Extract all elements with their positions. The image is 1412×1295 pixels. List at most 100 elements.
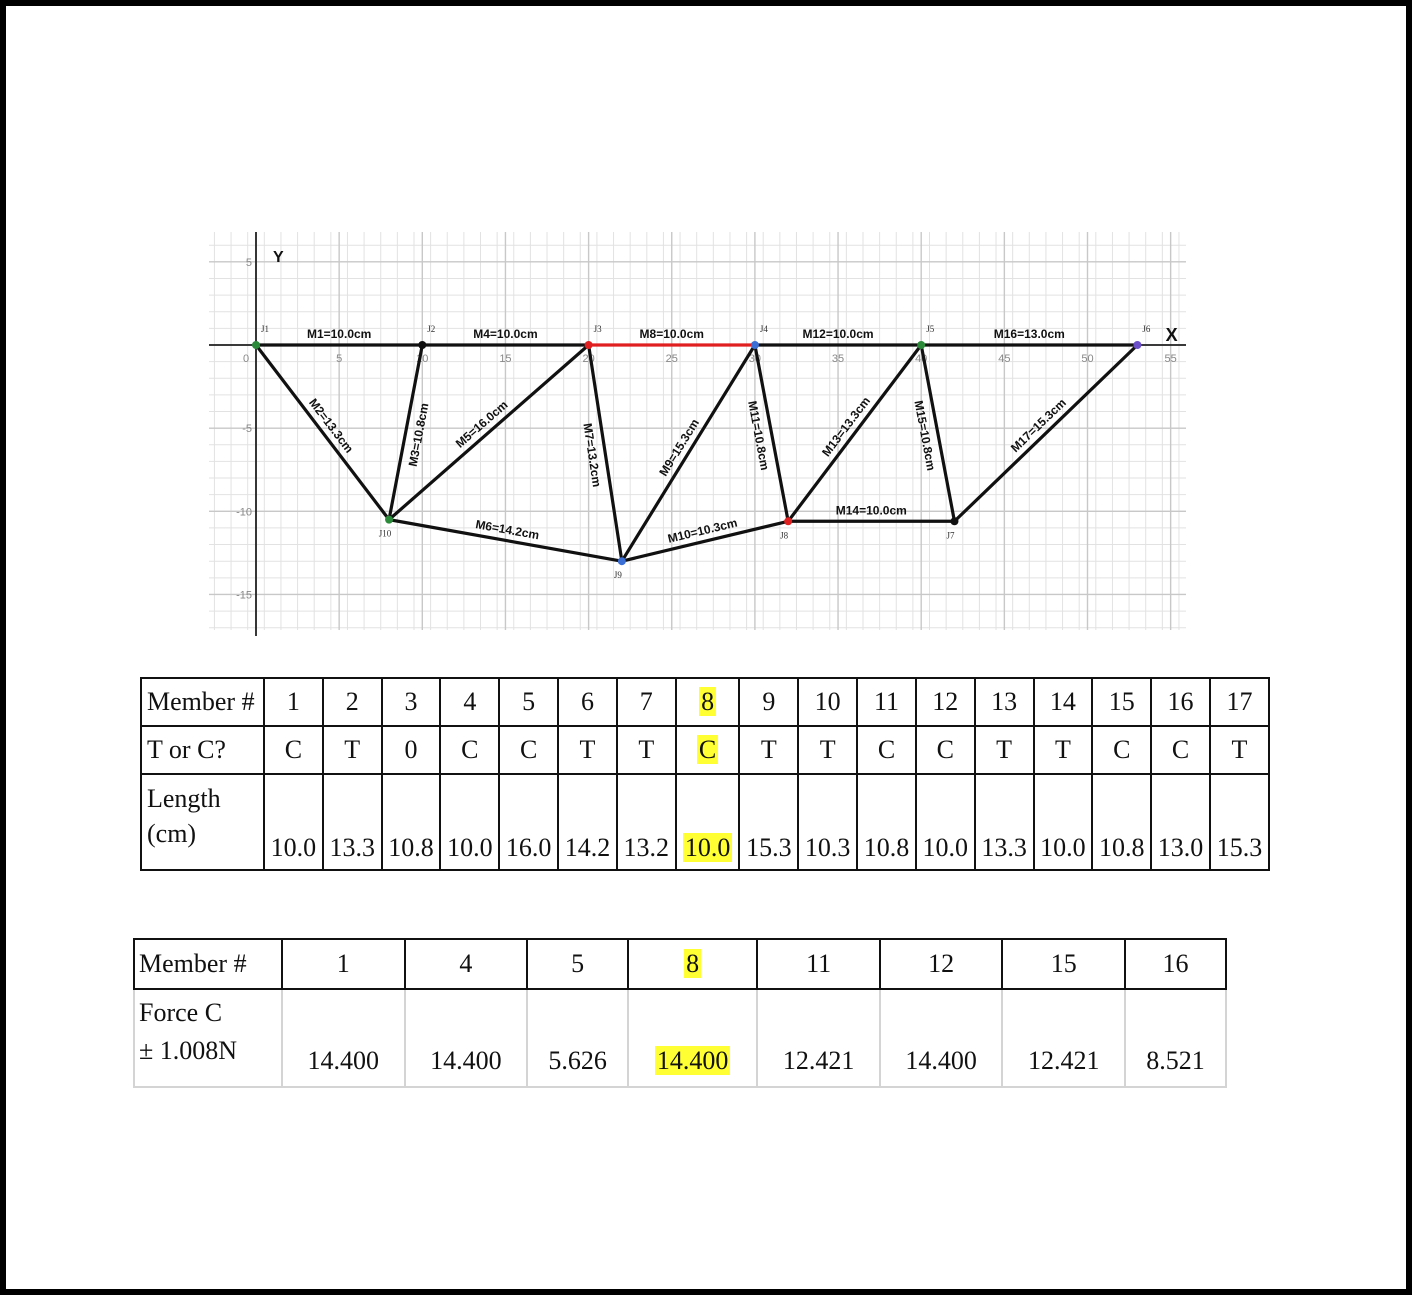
member-number-cell: 1 bbox=[263, 677, 324, 727]
length-cell: 15.3 bbox=[738, 773, 800, 871]
joint-label: J4 bbox=[760, 324, 769, 334]
member-number-cell: 13 bbox=[973, 677, 1035, 727]
joint-marker bbox=[1133, 341, 1142, 349]
member-label: M1=10.0cm bbox=[307, 327, 371, 341]
tension-compression-cell: C bbox=[498, 725, 560, 775]
length-cell-highlight: 10.0 bbox=[682, 833, 733, 862]
length-cell: 10.0 bbox=[914, 773, 976, 871]
length-row: Length (cm) 10.0 13.3 10.8 10.0 16.0 14.2 13.2 1… bbox=[140, 773, 1271, 871]
truss-member bbox=[387, 518, 624, 563]
joint-marker bbox=[750, 341, 759, 349]
length-cell: 10.3 bbox=[797, 773, 859, 871]
joint-label: J10 bbox=[379, 529, 392, 539]
force-member-number-cell: 4 bbox=[403, 938, 529, 990]
force-member-number-row: Member # 1 4 5 8 11 12 15 16 bbox=[133, 938, 1227, 990]
force-value-cell: 5.626 bbox=[526, 988, 630, 1088]
length-cell: 13.3 bbox=[973, 773, 1035, 871]
tension-compression-cell: T bbox=[1032, 725, 1094, 775]
tension-compression-cell: T bbox=[557, 725, 618, 775]
force-value-cell: 12.421 bbox=[756, 988, 881, 1088]
joint-marker bbox=[418, 341, 427, 349]
member-number-cell: 5 bbox=[498, 677, 560, 727]
x-tick-label: 25 bbox=[666, 353, 678, 365]
force-value-cell-highlight: 14.400 bbox=[654, 1046, 731, 1075]
truss-member bbox=[387, 343, 424, 522]
member-number-cell: 6 bbox=[557, 677, 618, 727]
x-tick-label: 50 bbox=[1081, 353, 1093, 365]
y-tick-label: 5 bbox=[246, 257, 252, 269]
member-number-cell: 7 bbox=[615, 677, 677, 727]
member-label: M8=10.0cm bbox=[640, 327, 704, 341]
member-number-cell: 11 bbox=[856, 677, 917, 727]
member-number-cell: 2 bbox=[321, 677, 383, 727]
member-number-cell-highlight: 8 bbox=[699, 687, 717, 716]
force-header-line1: Force C bbox=[139, 998, 223, 1027]
length-cell: 10.8 bbox=[380, 773, 442, 871]
joint-label: J2 bbox=[427, 324, 435, 334]
truss-member bbox=[753, 343, 790, 523]
member-number-cell: 8 bbox=[674, 677, 741, 727]
force-member-number-cell-highlight: 8 bbox=[684, 949, 702, 978]
length-cell: 10.0 bbox=[674, 773, 741, 871]
tension-compression-cell: C bbox=[1150, 725, 1211, 775]
length-cell: 10.0 bbox=[439, 773, 501, 871]
force-member-number-header: Member # bbox=[133, 938, 283, 990]
joint-marker bbox=[252, 341, 260, 349]
member-label: M16=13.0cm bbox=[994, 327, 1065, 341]
joint-label: J3 bbox=[594, 324, 603, 334]
tension-compression-cell: T bbox=[1208, 725, 1271, 775]
member-number-cell: 12 bbox=[914, 677, 976, 727]
tension-compression-cell: T bbox=[738, 725, 800, 775]
tension-compression-cell: C bbox=[1091, 725, 1153, 775]
length-header-line1: Length bbox=[147, 784, 221, 813]
member-table: Member # 1 2 3 4 5 6 7 8 9 10 11 12 13 14 15 16 17 T or … bbox=[140, 677, 1271, 871]
joint-label: J1 bbox=[261, 324, 269, 334]
truss-member bbox=[952, 343, 1139, 523]
y-axis-label: Y bbox=[273, 249, 284, 266]
force-member-number-cell: 16 bbox=[1124, 938, 1227, 990]
force-member-number-cell: 11 bbox=[756, 938, 881, 990]
joint-marker bbox=[584, 341, 593, 349]
member-label: M4=10.0cm bbox=[473, 327, 537, 341]
length-cell: 10.8 bbox=[856, 773, 917, 871]
member-label: M17=15.3cm bbox=[1008, 396, 1069, 455]
joint-marker bbox=[617, 557, 626, 566]
member-number-cell: 15 bbox=[1091, 677, 1153, 727]
length-cell: 10.0 bbox=[1032, 773, 1094, 871]
force-table: Member # 1 4 5 8 11 12 15 16 Force C ± 1.008N 14… bbox=[133, 938, 1227, 1088]
force-value-cell: 8.521 bbox=[1124, 988, 1227, 1088]
tension-compression-cell: T bbox=[321, 725, 383, 775]
length-cell: 10.8 bbox=[1091, 773, 1153, 871]
joint-marker bbox=[385, 515, 394, 524]
tension-compression-cell: C bbox=[439, 725, 501, 775]
tension-compression-cell: C bbox=[263, 725, 324, 775]
length-cell: 16.0 bbox=[498, 773, 560, 871]
x-tick-label: 15 bbox=[499, 353, 511, 365]
joint-label: J8 bbox=[780, 530, 789, 540]
tension-compression-header: T or C? bbox=[140, 725, 265, 775]
force-member-number-cell: 12 bbox=[878, 938, 1004, 990]
member-number-cell: 3 bbox=[380, 677, 442, 727]
joint-marker bbox=[784, 517, 793, 526]
force-header-line2: ± 1.008N bbox=[139, 1036, 238, 1065]
tension-compression-cell: T bbox=[615, 725, 677, 775]
joint-label: J5 bbox=[926, 324, 935, 334]
x-tick-label: 55 bbox=[1165, 353, 1177, 365]
x-axis-label: X bbox=[1166, 325, 1178, 345]
truss-member bbox=[620, 343, 757, 563]
force-row: Force C ± 1.008N 14.400 14.400 5.626 14.400 1… bbox=[133, 988, 1227, 1088]
member-number-row: Member # 1 2 3 4 5 6 7 8 9 10 11 12 13 14 15 16 17 bbox=[140, 677, 1271, 727]
y-tick-label: -15 bbox=[236, 589, 252, 601]
member-number-header: Member # bbox=[140, 677, 265, 727]
length-cell: 14.2 bbox=[557, 773, 618, 871]
length-cell: 13.2 bbox=[615, 773, 677, 871]
x-tick-label: 0 bbox=[243, 353, 249, 365]
joint-label: J9 bbox=[614, 570, 623, 580]
member-number-cell: 10 bbox=[797, 677, 859, 727]
member-number-cell: 9 bbox=[738, 677, 800, 727]
length-cell: 10.0 bbox=[263, 773, 324, 871]
force-value-cell: 14.400 bbox=[878, 988, 1004, 1088]
force-member-number-cell: 15 bbox=[1001, 938, 1127, 990]
length-header: Length (cm) bbox=[140, 773, 265, 871]
